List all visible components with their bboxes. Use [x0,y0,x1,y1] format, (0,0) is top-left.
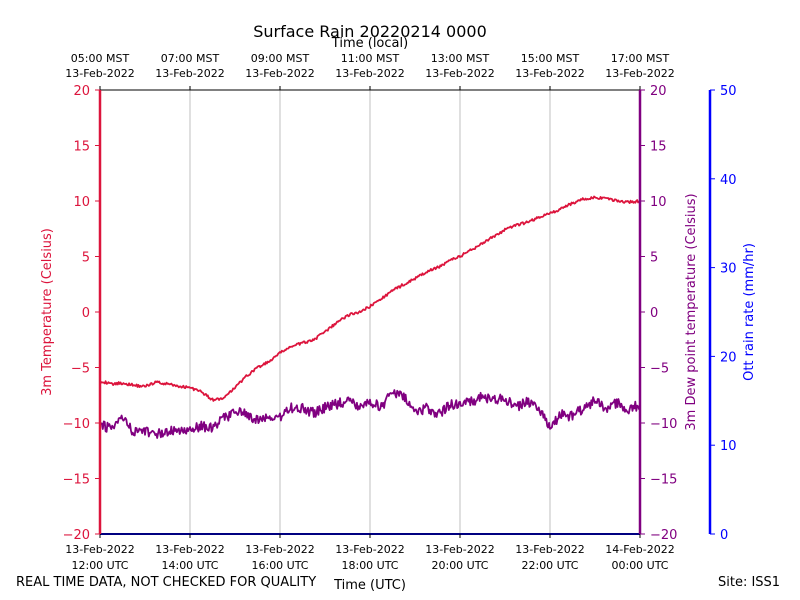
y-right2-tick-label: 20 [720,350,737,365]
x-tick-label-local-time: 09:00 MST [251,52,310,65]
y-left-tick-label: −10 [63,417,90,432]
x-tick-label-local-date: 13-Feb-2022 [245,67,314,80]
x-tick-label-date: 13-Feb-2022 [515,543,584,556]
x-tick-label-local-time: 11:00 MST [341,52,400,65]
x-tick-label-local-time: 05:00 MST [71,52,130,65]
dewpoint-line [99,389,641,439]
y-left-tick-label: 15 [73,140,90,155]
y-left-axis-label: 3m Temperature (Celsius) [40,228,55,396]
site-label: Site: ISS1 [718,575,781,590]
x-tick-label-utc: 14:00 UTC [161,559,218,572]
x-tick-label-utc: 20:00 UTC [431,559,488,572]
x-tick-label-local-date: 13-Feb-2022 [425,67,494,80]
x-tick-label-local-date: 13-Feb-2022 [65,67,134,80]
x-tick-label-utc: 16:00 UTC [251,559,308,572]
x-tick-label-utc: 22:00 UTC [521,559,578,572]
y-left-tick-label: −5 [71,362,90,377]
y-right1-tick-label: 15 [650,140,667,155]
y-right1-tick-label: −20 [650,528,677,543]
y-right2-tick-label: 30 [720,262,737,277]
x-tick-label-local-time: 17:00 MST [611,52,670,65]
x-axis-label: Time (UTC) [333,578,406,593]
y-left-tick-label: 5 [82,251,90,266]
x-tick-label-date: 13-Feb-2022 [335,543,404,556]
y-right2-tick-label: 50 [720,84,737,99]
x-tick-label-local-time: 13:00 MST [431,52,490,65]
x-tick-label-local-date: 13-Feb-2022 [155,67,224,80]
y-right1-tick-label: 0 [650,306,658,321]
y-left-tick-label: −20 [63,528,90,543]
x-tick-label-local-date: 13-Feb-2022 [335,67,404,80]
x-tick-label-local-date: 13-Feb-2022 [605,67,674,80]
y-right1-tick-label: −15 [650,473,677,488]
y-right2-tick-label: 10 [720,439,737,454]
x-tick-label-local-time: 15:00 MST [521,52,580,65]
x-tick-label-utc: 12:00 UTC [71,559,128,572]
y-right2-axis-label: Ott rain rate (mm/hr) [742,243,757,381]
y-left-tick-label: −15 [63,473,90,488]
y-left-tick-label: 10 [73,195,90,210]
y-right1-tick-label: 10 [650,195,667,210]
y-right1-axis-label: 3m Dew point temperature (Celsius) [684,193,699,430]
y-right2-tick-label: 0 [720,528,728,543]
x-tick-label-date: 13-Feb-2022 [65,543,134,556]
chart-title: Surface Rain 20220214 0000 [253,22,487,41]
top-axis-label: Time (local) [331,36,408,51]
x-tick-label-date: 13-Feb-2022 [245,543,314,556]
x-tick-label-local-time: 07:00 MST [161,52,220,65]
y-right2-tick-label: 40 [720,173,737,188]
x-tick-label-date: 13-Feb-2022 [155,543,224,556]
y-left-tick-label: 20 [73,84,90,99]
x-tick-label-date: 14-Feb-2022 [605,543,674,556]
y-right1-tick-label: 20 [650,84,667,99]
y-right1-tick-label: −10 [650,417,677,432]
axis-spines [98,90,712,534]
y-left-tick-label: 0 [82,306,90,321]
temperature-line [99,195,641,402]
grid-lines [189,90,551,534]
y-right1-tick-label: −5 [650,362,669,377]
x-tick-label-utc: 18:00 UTC [341,559,398,572]
x-tick-label-utc: 00:00 UTC [611,559,668,572]
x-tick-label-local-date: 13-Feb-2022 [515,67,584,80]
y-right1-tick-label: 5 [650,251,658,266]
axis-ticks: 13-Feb-2022 12:00 UTC 05:00 MST 13-Feb-2022… [63,52,737,572]
quality-note: REAL TIME DATA, NOT CHECKED FOR QUALITY [16,575,317,590]
x-tick-label-date: 13-Feb-2022 [425,543,494,556]
